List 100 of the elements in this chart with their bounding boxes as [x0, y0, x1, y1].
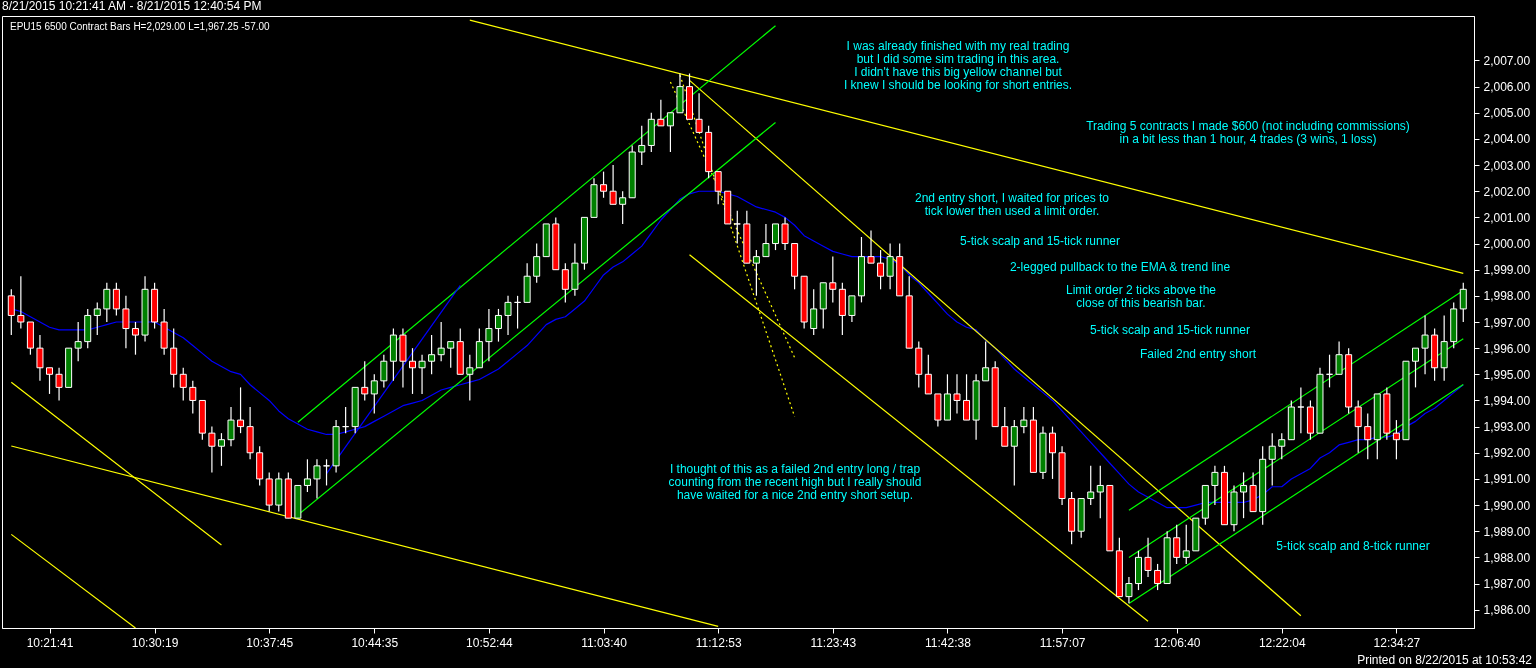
- y-tick-label: 2,003.00: [1483, 158, 1531, 173]
- annotation: Failed 2nd entry short: [1139, 347, 1257, 361]
- candlestick: [1144, 537, 1152, 578]
- annotation: 2-legged pullback to the EMA & trend line: [1009, 260, 1231, 274]
- y-tick-label: 2,000.00: [1483, 237, 1531, 252]
- candlestick: [428, 334, 436, 375]
- annotation: 5-tick scalp and 15-tick runner: [1089, 323, 1251, 337]
- x-tick-label: 12:34:27: [1373, 635, 1421, 650]
- y-tick-label: 2,006.00: [1483, 80, 1531, 95]
- candlestick: [963, 373, 971, 421]
- candlestick: [657, 99, 665, 127]
- candlestick: [886, 242, 894, 290]
- candlestick: [771, 223, 779, 251]
- candlestick: [762, 223, 770, 258]
- annotation: Limit order 2 ticks above the close of this bearish bar.: [1065, 283, 1217, 310]
- text: Printed on 8/22/2015 at 10:53:42: [1357, 653, 1533, 667]
- x-tick-label: 10:30:19: [131, 635, 179, 650]
- candlestick: [609, 164, 617, 205]
- annotation: 2nd entry short, I waited for prices to tick lower then used a limit order.: [914, 191, 1110, 218]
- x-tick-label: 10:21:41: [26, 635, 74, 650]
- candlestick: [1268, 432, 1276, 487]
- y-tick-label: 1,992.00: [1483, 446, 1531, 461]
- candlestick: [494, 308, 502, 343]
- y-tick-label: 2,001.00: [1483, 210, 1531, 225]
- candlestick: [179, 367, 187, 402]
- candlestick: [1182, 524, 1190, 565]
- candlestick: [561, 262, 569, 303]
- annotation: I thought of this as a failed 2nd entry long / trap counting from the recent high but I really should have waited for a nice 2nd entry short setup.: [668, 462, 922, 502]
- candlestick: [877, 249, 885, 290]
- candlestick: [103, 282, 111, 323]
- candlestick: [1297, 386, 1305, 434]
- annotation: Trading 5 contracts I made $600 (not including commissions) in a bit less than 1 hour, 4 trades (3 wins, 1 loss): [1086, 119, 1410, 146]
- y-tick-label: 1,999.00: [1483, 263, 1531, 278]
- candlestick: [848, 295, 856, 323]
- candlestick: [74, 321, 82, 362]
- y-tick-label: 1,995.00: [1483, 367, 1531, 382]
- candlestick: [1240, 471, 1248, 519]
- candlestick: [217, 432, 225, 467]
- candlestick: [781, 216, 789, 251]
- candlestick: [93, 301, 101, 336]
- candlestick: [55, 367, 63, 402]
- y-tick-label: 1,990.00: [1483, 498, 1531, 513]
- candlestick: [1096, 465, 1104, 519]
- candlestick: [1364, 412, 1372, 460]
- candlestick: [303, 458, 311, 493]
- candlestick: [409, 347, 416, 395]
- candlestick: [810, 288, 818, 336]
- candlestick: [112, 282, 120, 317]
- candlestick: [1211, 465, 1219, 506]
- candlestick: [380, 354, 388, 388]
- y-tick-label: 1,986.00: [1483, 603, 1531, 618]
- candlestick: [504, 295, 512, 336]
- annotation: I was already finished with my real trading but I did some sim trading in this area. I didn't have this big yellow channel but I knew I should be looking for short entries.: [843, 39, 1073, 92]
- candlestick: [189, 380, 197, 415]
- candlestick: [122, 295, 130, 349]
- candlestick: [752, 249, 760, 297]
- candlestick: [1421, 314, 1429, 375]
- candlestick: [829, 256, 837, 303]
- y-tick-label: 1,991.00: [1483, 472, 1531, 487]
- candlestick: [7, 288, 15, 336]
- candlestick: [36, 334, 44, 382]
- y-tick-label: 1,987.00: [1483, 577, 1531, 592]
- candlestick: [619, 190, 627, 225]
- candlestick: [17, 275, 25, 330]
- y-tick-label: 2,004.00: [1483, 132, 1531, 147]
- candlestick: [1173, 524, 1181, 565]
- y-tick-label: 1,997.00: [1483, 315, 1531, 330]
- y-tick-label: 2,005.00: [1483, 106, 1531, 121]
- y-tick-label: 2,007.00: [1483, 53, 1531, 68]
- candlestick: [638, 125, 646, 166]
- candlestick: [485, 308, 493, 362]
- candlestick: [600, 171, 608, 199]
- x-tick-label: 10:37:45: [246, 635, 294, 650]
- candlestick: [867, 229, 875, 264]
- candlestick: [982, 341, 990, 382]
- candlestick: [237, 386, 245, 434]
- x-tick-label: 11:57:07: [1039, 635, 1086, 650]
- candlestick: [1459, 282, 1467, 323]
- y-tick-label: 1,998.00: [1483, 289, 1531, 304]
- candlestick: [313, 458, 321, 500]
- candlestick: [1354, 399, 1362, 454]
- candlestick: [733, 210, 741, 245]
- y-tick-label: 2,002.00: [1483, 184, 1531, 199]
- y-tick-label: 1,993.00: [1483, 420, 1531, 435]
- candlestick: [361, 360, 369, 402]
- candlestick: [208, 426, 216, 473]
- x-tick-label: 11:42:38: [925, 635, 972, 650]
- y-tick-label: 1,988.00: [1483, 550, 1531, 565]
- candlestick: [1010, 419, 1018, 487]
- candlestick: [1412, 347, 1420, 388]
- candlestick: [447, 341, 455, 369]
- text: EPU15 6500 Contract Bars H=2,029.00 L=1,967.25 -57.00: [10, 21, 271, 32]
- y-tick-label: 1,994.00: [1483, 393, 1531, 408]
- annotation: 5-tick scalp and 15-tick runner: [959, 234, 1121, 248]
- x-tick-label: 11:03:40: [581, 635, 628, 650]
- x-tick-label: 12:22:04: [1258, 635, 1306, 650]
- candlestick: [695, 92, 703, 133]
- candlestick: [1087, 465, 1095, 506]
- candlestick: [370, 373, 378, 415]
- candlestick: [666, 112, 674, 153]
